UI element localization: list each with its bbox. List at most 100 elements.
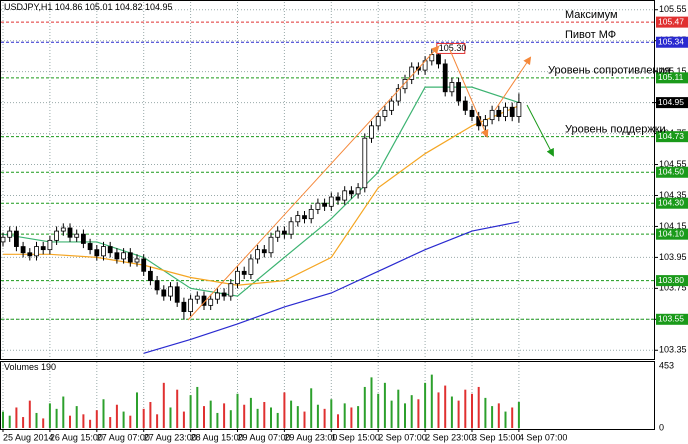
candle-body [94, 249, 100, 257]
candle-body [389, 100, 395, 111]
candle-body [489, 109, 495, 121]
candle-body [81, 233, 86, 244]
candle-body [436, 54, 441, 65]
candle-body [456, 82, 462, 102]
candle-body [67, 227, 73, 238]
volume-tick-label: 453 [659, 360, 674, 370]
candle-body [241, 270, 247, 275]
volume-header: Volumes 190 [4, 362, 56, 372]
candle-body [147, 270, 153, 282]
y-tick-label: 103.95 [659, 252, 687, 262]
level-box [656, 16, 688, 28]
volume-panel [0, 361, 655, 430]
level-box [656, 197, 688, 209]
candle-body [295, 215, 301, 223]
trend-arrow [494, 56, 532, 111]
candle-body [188, 298, 194, 312]
y-tick-label: 105.15 [659, 66, 687, 76]
candle-body [54, 230, 59, 241]
level-price: 104.73 [658, 131, 684, 141]
candle-body [47, 239, 53, 251]
candle-body [442, 63, 448, 93]
candle-body [281, 230, 287, 235]
candle-body [121, 252, 126, 260]
x-tick-label: 28 Aug 15:00 [191, 432, 244, 442]
level-box [656, 166, 688, 178]
candle-body [168, 286, 173, 297]
candle-body [482, 119, 488, 127]
candle-body [60, 227, 66, 232]
level-price: 104.10 [658, 228, 684, 238]
level-text: Максимум [565, 9, 618, 21]
candle-body [194, 295, 200, 300]
volume-tick-label: 0 [659, 422, 664, 432]
x-tick-label: 29 Aug 23:00 [284, 432, 337, 442]
trend-arrow [187, 45, 440, 321]
candle-body [87, 243, 93, 251]
candle-body [107, 246, 113, 254]
trend-arrow [526, 104, 554, 157]
current-price-box [656, 97, 688, 109]
x-tick-label: 25 Aug 2014 [3, 432, 54, 442]
candle-body [275, 230, 281, 238]
candle-body [268, 236, 274, 254]
candle-body [235, 270, 240, 285]
candle-body [288, 221, 294, 235]
current-price: 104.95 [658, 97, 684, 107]
candle-body [141, 258, 147, 272]
candle-body [503, 106, 508, 117]
candle-body [20, 246, 26, 254]
candle-body [496, 109, 502, 117]
candle-body [348, 190, 354, 195]
candle-body [449, 82, 455, 93]
level-price: 105.47 [658, 16, 684, 26]
moving-average [3, 105, 520, 286]
candle-body [462, 100, 468, 111]
y-tick-label: 104.15 [659, 221, 687, 231]
candle-body [221, 292, 227, 297]
chart-header: USDJPY,H1 104.86 105.01 104.82 104.95 [4, 2, 173, 12]
candle-body [342, 190, 348, 201]
level-price: 103.80 [658, 275, 684, 285]
candle-body [74, 233, 80, 238]
candle-body [208, 298, 214, 306]
annotation-label: 105.30 [439, 43, 467, 53]
y-tick-label: 104.35 [659, 190, 687, 200]
candle-body [134, 258, 140, 263]
x-tick-label: 29 Aug 07:00 [238, 432, 291, 442]
candle-body [369, 125, 374, 139]
level-text: Уровень сопротивления [548, 65, 671, 77]
candle-body [174, 286, 180, 303]
x-tick-label: 3 Sep 15:00 [472, 432, 521, 442]
level-box [656, 313, 688, 325]
candle-body [322, 202, 328, 207]
level-price: 105.34 [658, 36, 684, 46]
x-tick-label: 4 Sep 07:00 [519, 432, 568, 442]
level-box [656, 72, 688, 84]
candle-body [516, 102, 522, 117]
candle-body [228, 283, 234, 297]
level-box [656, 228, 688, 240]
y-tick-label: 105.55 [659, 4, 687, 14]
candle-body [40, 246, 46, 251]
x-tick-label: 2 Sep 07:00 [378, 432, 427, 442]
candle-body [0, 236, 6, 243]
x-tick-label: 2 Sep 23:00 [425, 432, 474, 442]
candle-body [395, 88, 401, 102]
candle-body [402, 78, 408, 90]
candle-body [214, 292, 220, 300]
candle-body [355, 187, 361, 195]
trend-arrow [449, 49, 489, 138]
level-box [656, 36, 688, 48]
candle-body [248, 258, 254, 275]
level-price: 104.50 [658, 167, 684, 177]
level-box [656, 275, 688, 287]
level-text: Пивот МФ [565, 29, 616, 41]
candle-body [429, 54, 435, 62]
candle-body [34, 246, 39, 257]
candle-body [315, 202, 321, 210]
moving-average [143, 221, 520, 354]
candle-body [161, 289, 167, 297]
y-tick-label: 104.55 [659, 159, 687, 169]
